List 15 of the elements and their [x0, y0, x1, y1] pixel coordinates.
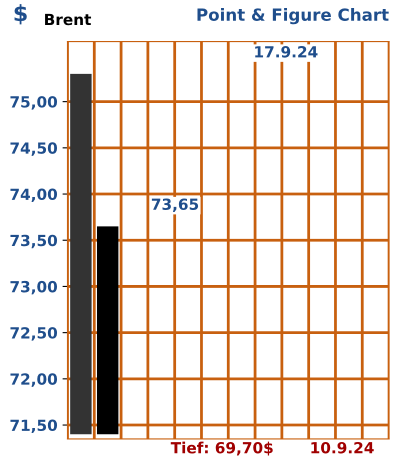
y-tick-label: 74,50 — [10, 142, 58, 156]
y-tick-label: 71,50 — [10, 420, 58, 434]
y-tick-label: 74,00 — [10, 188, 58, 202]
y-tick-label: 75,00 — [10, 96, 58, 110]
chart-title: Point & Figure Chart — [197, 8, 389, 24]
y-tick-label: 73,50 — [10, 234, 58, 248]
y-tick-label: 72,50 — [10, 327, 58, 341]
y-axis-title: $ — [14, 4, 27, 24]
text: 10.9.24 — [311, 442, 374, 454]
y-tick-label: 73,00 — [10, 280, 58, 294]
y-tick-label: 72,00 — [10, 373, 58, 387]
annotation: 17.9.24 — [255, 46, 318, 58]
text: Tief: 69,70$ — [170, 442, 273, 456]
annotation: 73,65 — [152, 198, 198, 212]
chart-subtitle: Brent — [45, 14, 92, 26]
